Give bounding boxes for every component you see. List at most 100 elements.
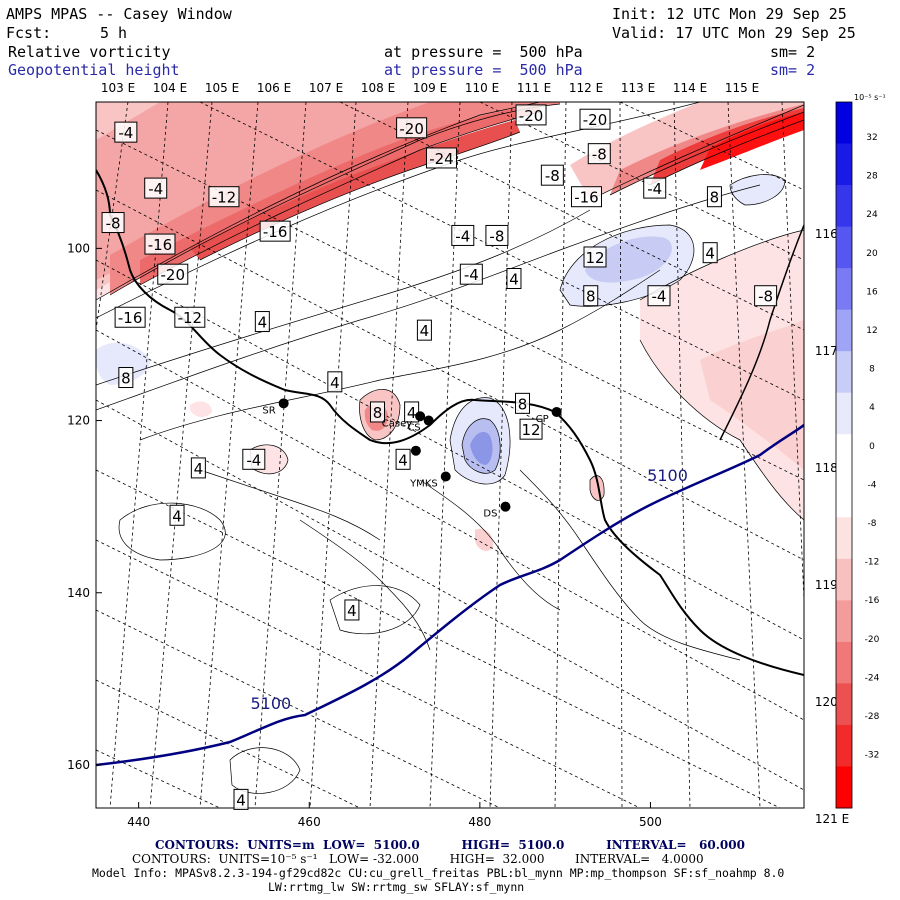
- station-marker: [415, 411, 426, 422]
- vorticity-contour-label: -24: [425, 147, 457, 169]
- contour-label-box: [515, 104, 547, 126]
- contour-label-box: [101, 212, 125, 234]
- contour-label-box: [519, 418, 543, 440]
- contour-label-box: [643, 177, 667, 199]
- colorbar-segment: [836, 268, 852, 311]
- vorticity-contour-label: -20: [157, 263, 189, 285]
- contour-label-text: -8: [106, 215, 121, 233]
- contour-label-box: [485, 224, 509, 246]
- contour-label-box: [395, 448, 411, 470]
- vorticity-contour-label: 4: [254, 311, 270, 333]
- contour-label-text: -8: [489, 227, 504, 245]
- init-time: Init: 12 UTC Mon 29 Sep 25: [612, 5, 847, 23]
- contour-label-box: [157, 263, 189, 285]
- top-longitude-label: 109 E: [413, 81, 447, 95]
- colorbar: 10⁻⁵ s⁻¹ 32 28 24 20 16 12 8 4 0 -4 -8 -12 -16 -20 -24 -…: [835, 93, 886, 809]
- contour-label-text: -20: [161, 266, 186, 284]
- contour-label-box: [208, 186, 240, 208]
- colorbar-tick-label: 28: [866, 172, 878, 182]
- top-longitude-label: 114 E: [673, 81, 707, 95]
- vorticity-contour-label: 4: [327, 371, 343, 393]
- contour-label-box: [583, 246, 607, 268]
- vorticity-contour-label: 4: [344, 599, 360, 621]
- y-tick-label: 160: [67, 758, 90, 772]
- contour-label-text: 8: [518, 395, 528, 413]
- y-tick-label: 120: [67, 414, 90, 428]
- colorbar-segment: [836, 683, 852, 726]
- colorbar-tick-label: 8: [869, 365, 875, 375]
- contour-label-box: [583, 285, 599, 307]
- contour-label-box: [114, 121, 138, 143]
- contour-label-box: [327, 371, 343, 393]
- contour-label-text: 4: [347, 602, 357, 620]
- vorticity-contour-label: -4: [643, 177, 667, 199]
- contour-label-text: 4: [194, 460, 204, 478]
- colorbar-segment: [836, 392, 852, 435]
- contour-label-box: [702, 242, 718, 264]
- contour-label-text: -20: [583, 111, 608, 129]
- contour-label-text: -4: [652, 288, 667, 306]
- map-field-layer: [96, 102, 804, 808]
- vorticity-contour-label: -8: [485, 224, 509, 246]
- forecast-hours: 5 h: [100, 24, 128, 42]
- contour-label-box: [254, 311, 270, 333]
- colorbar-tick-label: 0: [869, 442, 875, 452]
- coastline: [96, 169, 804, 676]
- vorticity-contour-label: 8: [583, 285, 599, 307]
- field1-level: at pressure = 500 hPa: [384, 43, 583, 61]
- station-label: SR: [262, 405, 275, 416]
- contour-label-box: [190, 457, 206, 479]
- station-label: DS: [483, 509, 497, 520]
- station-label: CS: [407, 423, 420, 434]
- vorticity-contour-label: -20: [579, 108, 611, 130]
- field2-level: at pressure = 500 hPa: [384, 61, 583, 79]
- contour-label-box: [259, 220, 291, 242]
- contour-label-text: -4: [246, 451, 261, 469]
- contour-label-text: 4: [330, 374, 340, 392]
- colorbar-segment: [836, 517, 852, 560]
- right-longitude-label: 121 E: [815, 812, 849, 826]
- colorbar-segment: [836, 143, 852, 186]
- contour-label-text: -4: [647, 180, 662, 198]
- forecast-label: Fcst:: [6, 24, 52, 42]
- top-longitude-label: 108 E: [361, 81, 395, 95]
- colorbar-segment: [836, 766, 852, 809]
- top-longitude-label: 103 E: [101, 81, 135, 95]
- vorticity-contour-label: 4: [395, 448, 411, 470]
- contour-label-text: 4: [258, 314, 268, 332]
- station-marker: [440, 471, 451, 482]
- contour-label-box: [233, 788, 249, 810]
- vorticity-contour-label: 8: [118, 367, 134, 389]
- station-marker: [551, 406, 562, 417]
- station-marker: [423, 415, 434, 426]
- x-tick-label: 460: [298, 815, 321, 829]
- top-longitude-label: 110 E: [465, 81, 499, 95]
- contour-label-box: [144, 233, 176, 255]
- colorbar-tick-label: 20: [866, 249, 878, 259]
- contour-label-text: -8: [592, 146, 607, 164]
- vorticity-contour-label: 4: [506, 268, 522, 289]
- vorticity-contour-label: 4: [416, 319, 432, 341]
- colorbar-tick-label: -16: [865, 596, 880, 606]
- vorticity-contour-label: 8: [515, 392, 531, 414]
- contour-label-text: 4: [172, 507, 182, 525]
- colorbar-segment: [836, 724, 852, 767]
- valid-time: Valid: 17 UTC Mon 29 Sep 25: [612, 24, 856, 42]
- station-marker: [410, 445, 421, 456]
- x-tick-label: 440: [127, 815, 150, 829]
- contour-label-text: 4: [509, 271, 519, 289]
- vorticity-contour-label: -16: [114, 306, 146, 328]
- contour-label-text: -16: [263, 223, 288, 241]
- vorticity-contour-label: -4: [647, 285, 671, 307]
- colorbar-tick-label: 4: [869, 403, 875, 413]
- x-tick-label: 500: [639, 815, 662, 829]
- coastline-east: [719, 224, 804, 441]
- contour-label-text: -20: [399, 120, 424, 138]
- contour-label-text: -16: [148, 236, 173, 254]
- colorbar-tick-label: 24: [866, 210, 878, 220]
- vorticity-contour-label: 8: [369, 401, 385, 423]
- contour-label-box: [451, 224, 475, 246]
- vorticity-contour-label: -8: [587, 143, 611, 165]
- field1-name: Relative vorticity: [8, 43, 171, 61]
